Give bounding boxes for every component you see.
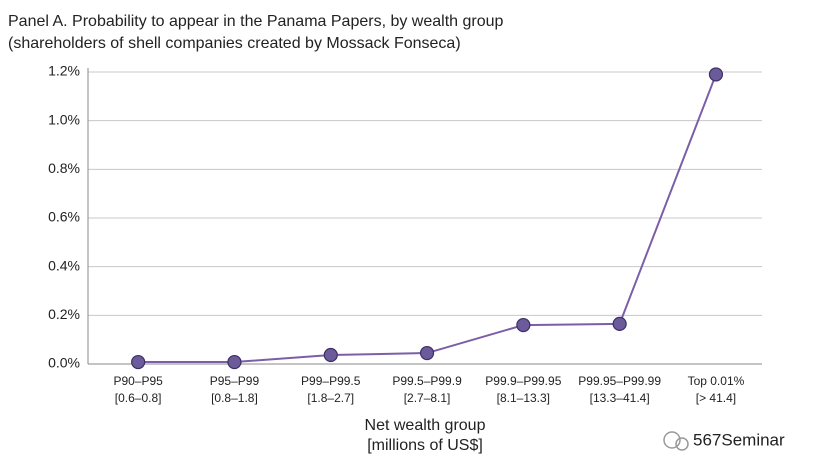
x-tick-range: [0.8–1.8] [211, 391, 258, 405]
x-tick-range: [1.8–2.7] [307, 391, 354, 405]
x-tick-label: P99.5–P99.9 [392, 374, 462, 388]
x-tick-label: P99–P99.5 [301, 374, 361, 388]
y-tick-label: 0.0% [48, 355, 80, 371]
y-tick-label: 0.8% [48, 160, 80, 176]
x-tick-label: P99.9–P99.95 [485, 374, 561, 388]
y-tick-label: 0.6% [48, 209, 80, 225]
watermark: 567Seminar [693, 430, 785, 449]
y-tick-label: 0.4% [48, 257, 80, 273]
marker [419, 345, 435, 361]
watermark-icon [663, 431, 689, 451]
y-tick-label: 0.2% [48, 306, 80, 322]
x-tick-range: [8.1–13.3] [497, 391, 550, 405]
x-tick-label: P90–P95 [113, 374, 163, 388]
x-tick-range: [2.7–8.1] [404, 391, 451, 405]
y-tick-label: 1.2% [48, 63, 80, 79]
marker [516, 317, 531, 333]
x-tick-label: P95–P99 [210, 374, 260, 388]
marker [323, 347, 338, 363]
x-tick-range: [> 41.4] [696, 391, 736, 405]
x-tick-label: Top 0.01% [688, 374, 745, 388]
chart-title: Panel A. Probability to appear in the Pa… [8, 13, 504, 30]
marker [131, 354, 146, 370]
x-tick-range: [13.3–41.4] [590, 391, 650, 405]
x-tick-label: P99.95–P99.99 [578, 374, 661, 388]
y-tick-label: 1.0% [48, 111, 80, 127]
marker [708, 67, 724, 82]
marker [227, 354, 242, 370]
x-axis-title: Net wealth group [365, 417, 486, 434]
marker [612, 316, 627, 331]
chart-subtitle: (shareholders of shell companies created… [8, 35, 461, 52]
x-tick-range: [0.6–0.8] [115, 391, 162, 405]
x-axis-unit: [millions of US$] [367, 437, 483, 454]
